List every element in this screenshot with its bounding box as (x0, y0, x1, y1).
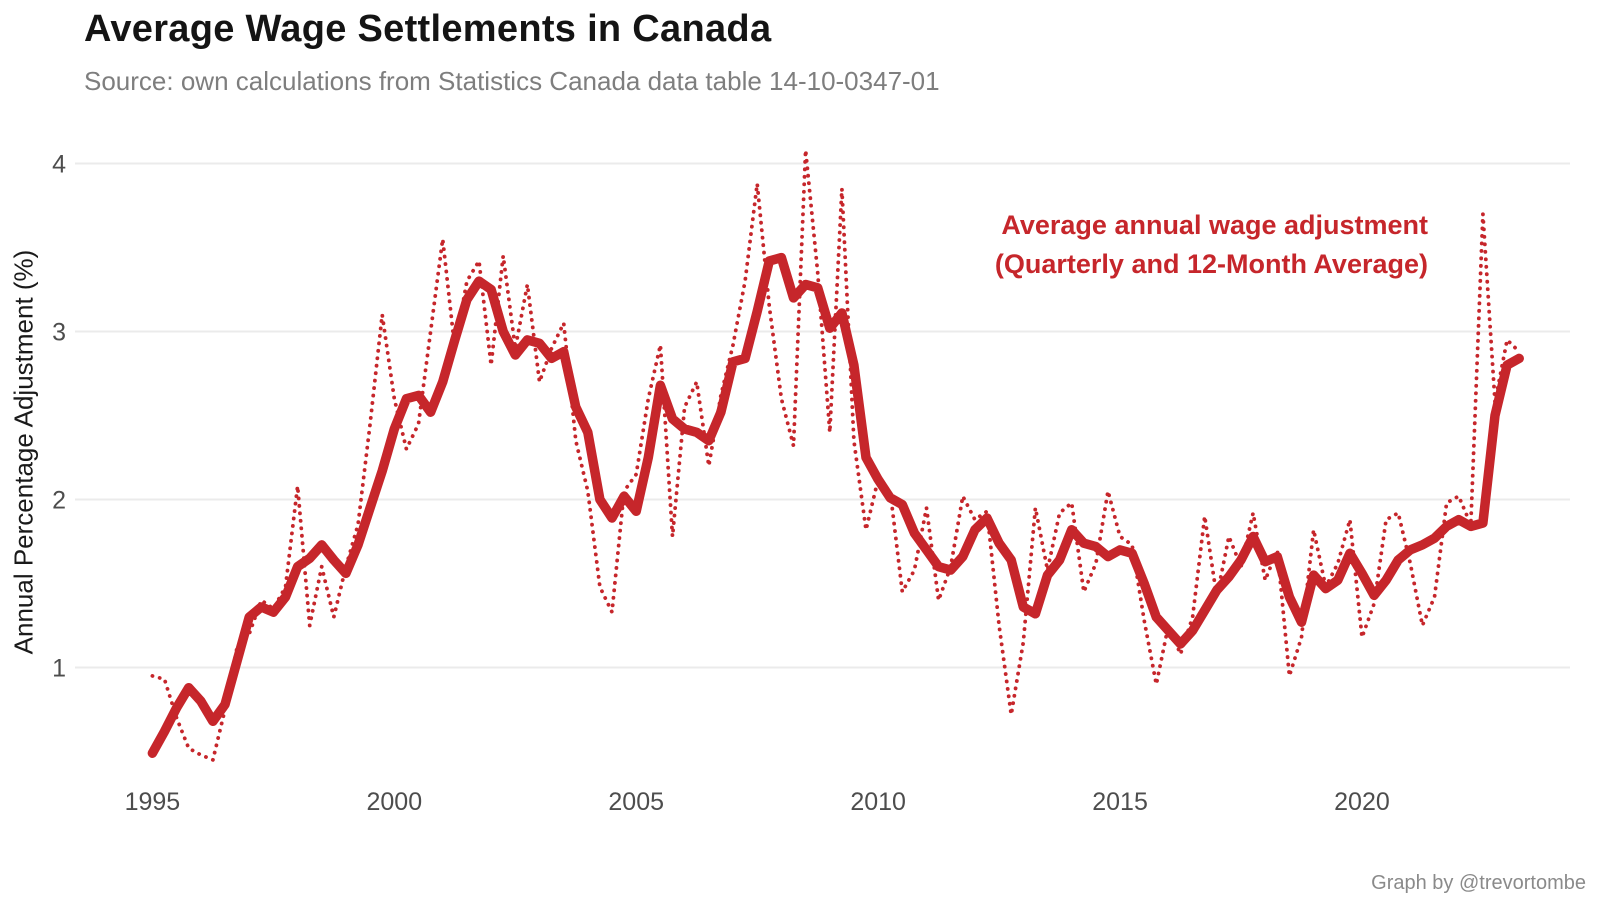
x-tick-label-2015: 2015 (1092, 788, 1148, 816)
y-tick-label-3: 3 (52, 319, 66, 347)
y-tick-label-1: 1 (52, 655, 66, 683)
x-tick-label-2010: 2010 (850, 788, 906, 816)
x-tick-label-2000: 2000 (367, 788, 423, 816)
y-tick-label-4: 4 (52, 151, 66, 179)
x-tick-label-2020: 2020 (1334, 788, 1390, 816)
x-tick-label-2005: 2005 (608, 788, 664, 816)
series-annotation: Average annual wage adjustment (Quarterl… (995, 206, 1428, 284)
twelve-month-average-line (147, 252, 1524, 758)
annotation-line-2: (Quarterly and 12-Month Average) (994, 249, 1428, 279)
y-tick-label-2: 2 (52, 487, 66, 515)
x-tick-label-1995: 1995 (125, 788, 181, 816)
axis-tick-labels: 1 2 3 4 1995 2000 2005 2010 2015 2020 (52, 151, 1390, 816)
page-title: Average Wage Settlements in Canada (84, 8, 772, 50)
credit-attribution: Graph by @trevortombe (1371, 872, 1586, 894)
annotation-line-1: Average annual wage adjustment (1001, 210, 1428, 240)
chart-subtitle-source: Source: own calculations from Statistics… (84, 66, 940, 96)
